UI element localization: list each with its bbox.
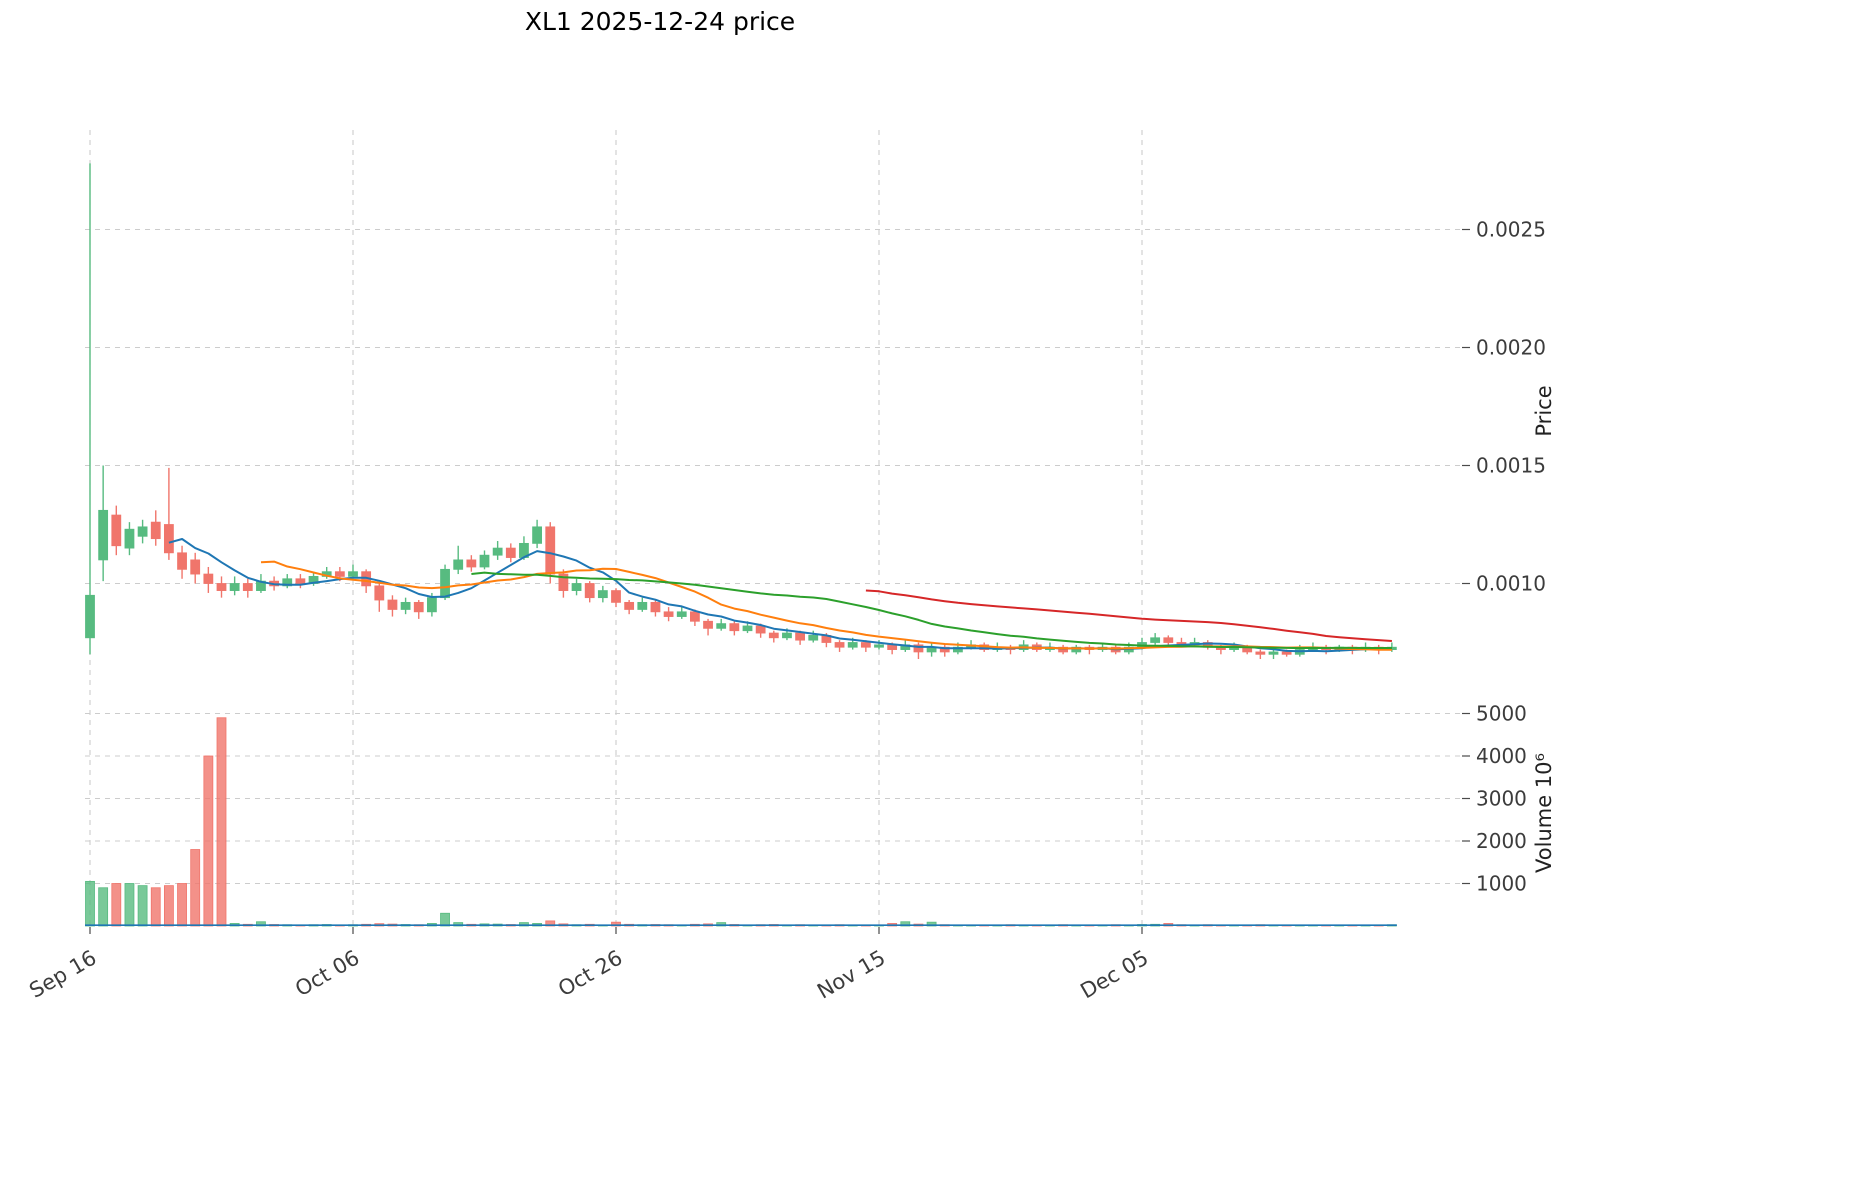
ma-line-7 (168, 538, 1392, 653)
candle-body (755, 625, 766, 634)
candle-body (716, 623, 727, 629)
volume-bar (124, 883, 135, 927)
chart-title: XL1 2025-12-24 price (525, 7, 795, 36)
candle-body (611, 590, 621, 603)
candle-body (1255, 651, 1266, 655)
candle-body (860, 642, 871, 648)
volume-bar (111, 883, 122, 927)
price-tick-label: 0.0025 (1476, 218, 1546, 242)
candle-body (111, 514, 122, 547)
candle-body (216, 583, 227, 591)
volume-series (85, 717, 1397, 927)
axis-tick-marks (89, 228, 1470, 934)
candle-body (505, 547, 516, 558)
candle-body (703, 620, 713, 629)
volume-bar (98, 887, 109, 927)
candle-body (242, 583, 253, 591)
ma-line-30 (471, 571, 1392, 650)
candle-body (387, 599, 398, 610)
candle-body (1281, 651, 1292, 655)
candle-body (768, 632, 779, 639)
candle-body (1150, 637, 1161, 643)
candle-body (1268, 651, 1279, 655)
candle-body (558, 573, 569, 591)
price-tick-label: 0.0015 (1476, 454, 1546, 478)
x-tick-label: Oct 06 (291, 946, 363, 1002)
candle-body (150, 521, 161, 540)
candle-body (913, 644, 924, 653)
candle-body (834, 642, 845, 648)
candle-body (348, 571, 358, 577)
candle-body (663, 611, 674, 617)
candle-body (545, 526, 556, 575)
candle-body (742, 625, 753, 632)
x-tick-label: Nov 15 (813, 946, 889, 1004)
volume-bar (216, 717, 227, 927)
volume-tick-label: 4000 (1476, 744, 1527, 768)
candle-body (492, 547, 503, 556)
candle-body (795, 632, 805, 641)
price-tick-label: 0.0020 (1476, 336, 1546, 360)
volume-bar (177, 883, 187, 927)
candle-body (597, 590, 608, 599)
candle-body (98, 509, 109, 561)
candle-body (729, 623, 740, 632)
candle-body (124, 528, 135, 549)
candle-body (426, 597, 437, 613)
candle-body (413, 601, 424, 613)
volume-tick-label: 2000 (1476, 829, 1527, 853)
volume-bar (203, 755, 214, 927)
x-tick-label: Sep 16 (25, 946, 100, 1003)
volume-bar (137, 885, 148, 927)
candle-body (400, 601, 411, 610)
volume-axis-label: Volume 10⁶ (1532, 753, 1556, 873)
candle-body (571, 583, 582, 591)
candle-body (650, 601, 661, 613)
candle-body (440, 568, 450, 599)
volume-bar (163, 885, 174, 927)
candle-body (203, 573, 214, 584)
candle-body (637, 601, 648, 610)
volume-tick-label: 3000 (1476, 787, 1527, 811)
candle-body (676, 611, 687, 617)
candle-body (334, 571, 345, 577)
candle-body (177, 552, 187, 570)
axis-labels: 0.0010 0.0015 0.0020 0.0025 1000 2000 3000 4000… (25, 218, 1556, 1004)
candle-body (282, 578, 293, 587)
candle-body (453, 559, 464, 570)
candle-body (374, 585, 385, 601)
candle-body (190, 559, 201, 575)
candle-body (295, 578, 306, 584)
candle-body (887, 644, 898, 650)
candle-body (624, 601, 635, 610)
gridlines (85, 130, 1462, 927)
volume-bar (190, 849, 201, 927)
volume-bar (85, 880, 95, 927)
price-axis-label: Price (1532, 385, 1556, 436)
candle-body (847, 642, 858, 648)
x-tick-label: Dec 05 (1076, 946, 1152, 1004)
price-tick-label: 0.0010 (1476, 572, 1546, 596)
ma-line-60 (865, 589, 1392, 642)
volume-tick-label: 1000 (1476, 872, 1527, 896)
candle-body (479, 554, 490, 568)
volume-bar (440, 912, 450, 927)
candle-body (1163, 637, 1174, 643)
volume-bar (150, 887, 161, 927)
candle-body (85, 594, 95, 639)
x-tick-label: Oct 26 (554, 946, 626, 1002)
candle-body (690, 611, 700, 622)
candle-body (229, 583, 240, 591)
candle-body (874, 644, 884, 648)
candle-body (466, 559, 477, 568)
candle-body (163, 524, 174, 554)
candle-body (584, 583, 595, 599)
candle-body (808, 635, 819, 641)
candle-body (532, 526, 542, 544)
candle-body (782, 632, 792, 639)
volume-tick-label: 5000 (1476, 702, 1527, 726)
candle-body (137, 526, 148, 537)
